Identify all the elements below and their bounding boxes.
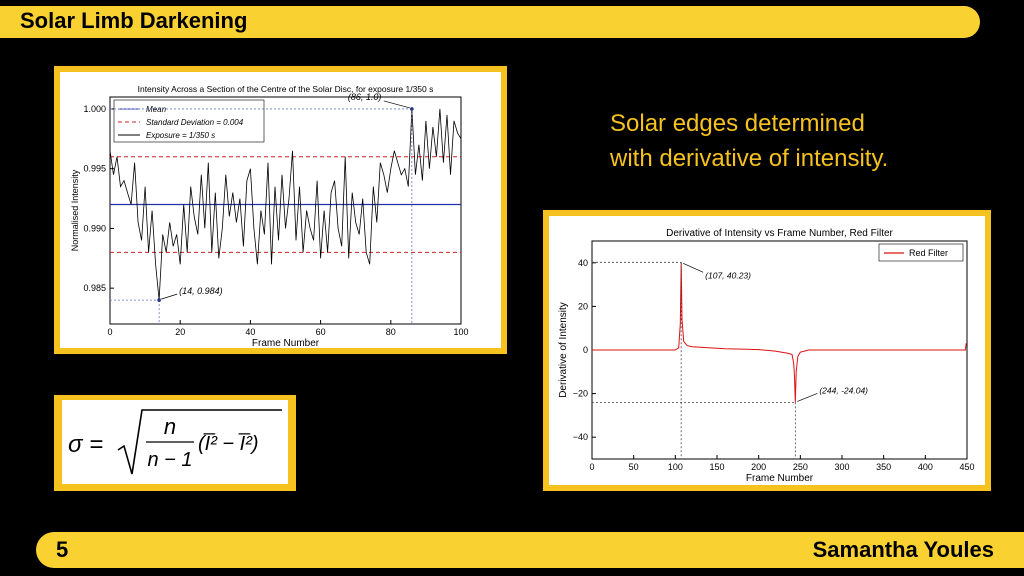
intensity-series-line: [109, 108, 462, 301]
y-axis-label: Derivative of Intensity: [558, 302, 569, 398]
annotation-label: (86, 1.0): [348, 92, 382, 102]
chart-title: Intensity Across a Section of the Centre…: [138, 84, 434, 94]
chart-title: Derivative of Intensity vs Frame Number,…: [666, 228, 893, 239]
legend-label: Red Filter: [909, 248, 948, 258]
y-tick-label: 0.985: [83, 283, 106, 293]
sd-formula: σ = n n − 1 (I̅² − I̅²): [62, 400, 288, 484]
slide-title: Solar Limb Darkening: [20, 8, 248, 33]
caption: Solar edges determined with derivative o…: [610, 106, 888, 176]
formula-denominator: n − 1: [147, 449, 192, 471]
x-tick-label: 100: [453, 327, 468, 337]
x-tick-label: 40: [245, 327, 255, 337]
max-point: [410, 107, 414, 111]
slide-number: 5: [56, 537, 69, 562]
x-tick-label: 400: [918, 462, 933, 472]
y-tick-label: 0: [583, 345, 588, 355]
chart1-frame: Intensity Across a Section of the Centre…: [54, 66, 507, 354]
y-tick-label: 40: [578, 258, 588, 268]
intensity-chart: Intensity Across a Section of the Centre…: [70, 84, 469, 349]
formula-numerator: n: [164, 414, 176, 439]
annotation-arrow: [161, 293, 178, 300]
formula-lhs: σ =: [68, 431, 103, 458]
y-tick-label: 0.990: [83, 223, 106, 233]
x-axis-label: Frame Number: [746, 473, 814, 484]
x-tick-label: 450: [959, 462, 974, 472]
annotation-label: (244, -24.04): [819, 385, 868, 395]
derivative-chart: Derivative of Intensity vs Frame Number,…: [558, 228, 975, 484]
y-axis-label: Normalised Intensity: [70, 169, 80, 251]
x-tick-label: 60: [316, 327, 326, 337]
y-tick-label: 20: [578, 301, 588, 311]
y-tick-label: −40: [573, 432, 588, 442]
x-tick-label: 200: [751, 462, 766, 472]
caption-line1: Solar edges determined: [610, 110, 865, 137]
legend-label: Exposure = 1/350 s: [146, 131, 215, 140]
x-tick-label: 100: [668, 462, 683, 472]
annotation-arrow: [797, 393, 818, 402]
author-name: Samantha Youles: [812, 537, 994, 562]
x-axis-label: Frame Number: [252, 338, 320, 348]
x-tick-label: 50: [629, 462, 639, 472]
x-tick-label: 0: [107, 327, 112, 337]
annotation-arrow: [383, 100, 410, 109]
x-tick-label: 20: [175, 327, 185, 337]
radical-sign: [117, 409, 282, 475]
legend-label: Mean: [146, 105, 167, 114]
legend-label: Standard Deviation = 0.004: [146, 118, 244, 127]
title-bar: [0, 6, 980, 38]
x-tick-label: 150: [709, 462, 724, 472]
legend-box: [878, 243, 964, 262]
x-tick-label: 350: [876, 462, 891, 472]
y-tick-label: −20: [573, 389, 588, 399]
min-point: [157, 298, 161, 302]
red-filter-series-line: [592, 262, 967, 403]
y-tick-label: 0.995: [83, 164, 106, 174]
chart2-frame: Derivative of Intensity vs Frame Number,…: [543, 210, 991, 491]
caption-line2: with derivative of intensity.: [610, 145, 889, 172]
x-tick-label: 80: [386, 327, 396, 337]
plot-area: [109, 96, 462, 325]
formula-bracket: (I̅² − I̅²): [198, 432, 259, 455]
x-tick-label: 0: [589, 462, 594, 472]
footer-bar: [36, 532, 1024, 568]
annotation-label: (107, 40.23): [705, 270, 751, 280]
y-tick-label: 1.000: [83, 104, 106, 114]
annotation-arrow: [683, 262, 704, 273]
annotation-label: (14, 0.984): [179, 286, 223, 296]
legend-box: [113, 99, 265, 143]
x-tick-label: 250: [793, 462, 808, 472]
x-tick-label: 300: [834, 462, 849, 472]
